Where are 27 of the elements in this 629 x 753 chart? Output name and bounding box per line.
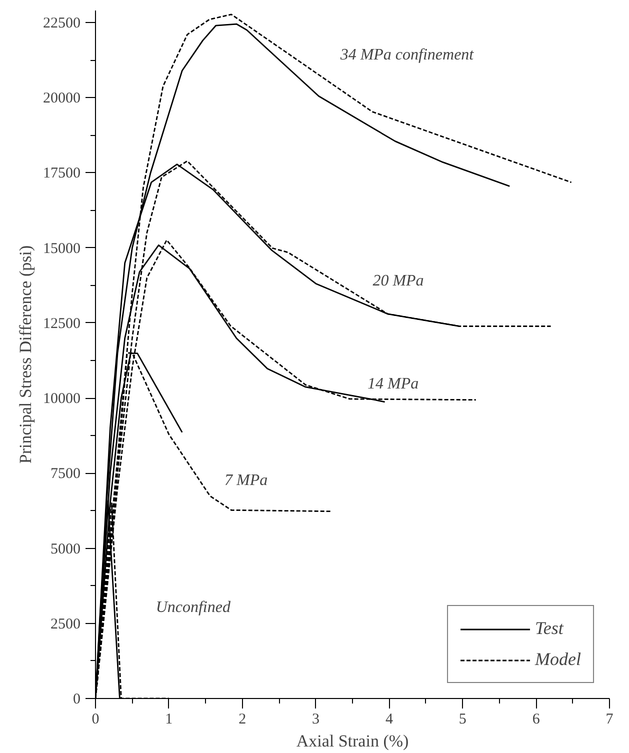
y-tick-label: 0 bbox=[73, 692, 80, 708]
y-axis-title: Principal Stress Difference (psi) bbox=[16, 245, 35, 464]
x-tick-label: 6 bbox=[532, 712, 540, 728]
annotation: 34 MPa confinement bbox=[339, 46, 474, 64]
x-tick-label: 0 bbox=[92, 712, 100, 728]
y-tick-label: 17500 bbox=[43, 166, 80, 182]
x-tick-label: 4 bbox=[385, 712, 394, 728]
y-tick-label: 10000 bbox=[43, 391, 80, 408]
y-tick-label: 2500 bbox=[50, 616, 80, 632]
annotation: Unconfined bbox=[156, 599, 232, 616]
annotation: 14 MPa bbox=[368, 376, 419, 393]
x-axis-title: Axial Strain (%) bbox=[296, 732, 409, 750]
y-tick-label: 5000 bbox=[50, 541, 80, 558]
annotation: 7 MPa bbox=[224, 472, 268, 489]
y-tick-label: 12500 bbox=[43, 316, 80, 332]
legend-label: Test bbox=[535, 618, 564, 639]
y-tick-label: 15000 bbox=[43, 240, 80, 257]
y-tick-label: 20000 bbox=[43, 90, 80, 107]
y-tick-label: 22500 bbox=[43, 16, 80, 32]
x-tick-label: 7 bbox=[606, 712, 614, 728]
x-tick-label: 1 bbox=[165, 712, 173, 728]
x-tick-label: 3 bbox=[312, 712, 320, 728]
annotation: 20 MPa bbox=[372, 272, 424, 290]
x-tick-label: 2 bbox=[238, 712, 246, 728]
legend-label: Model bbox=[535, 649, 581, 670]
y-tick-label: 7500 bbox=[50, 466, 80, 482]
x-tick-label: 5 bbox=[458, 712, 466, 728]
